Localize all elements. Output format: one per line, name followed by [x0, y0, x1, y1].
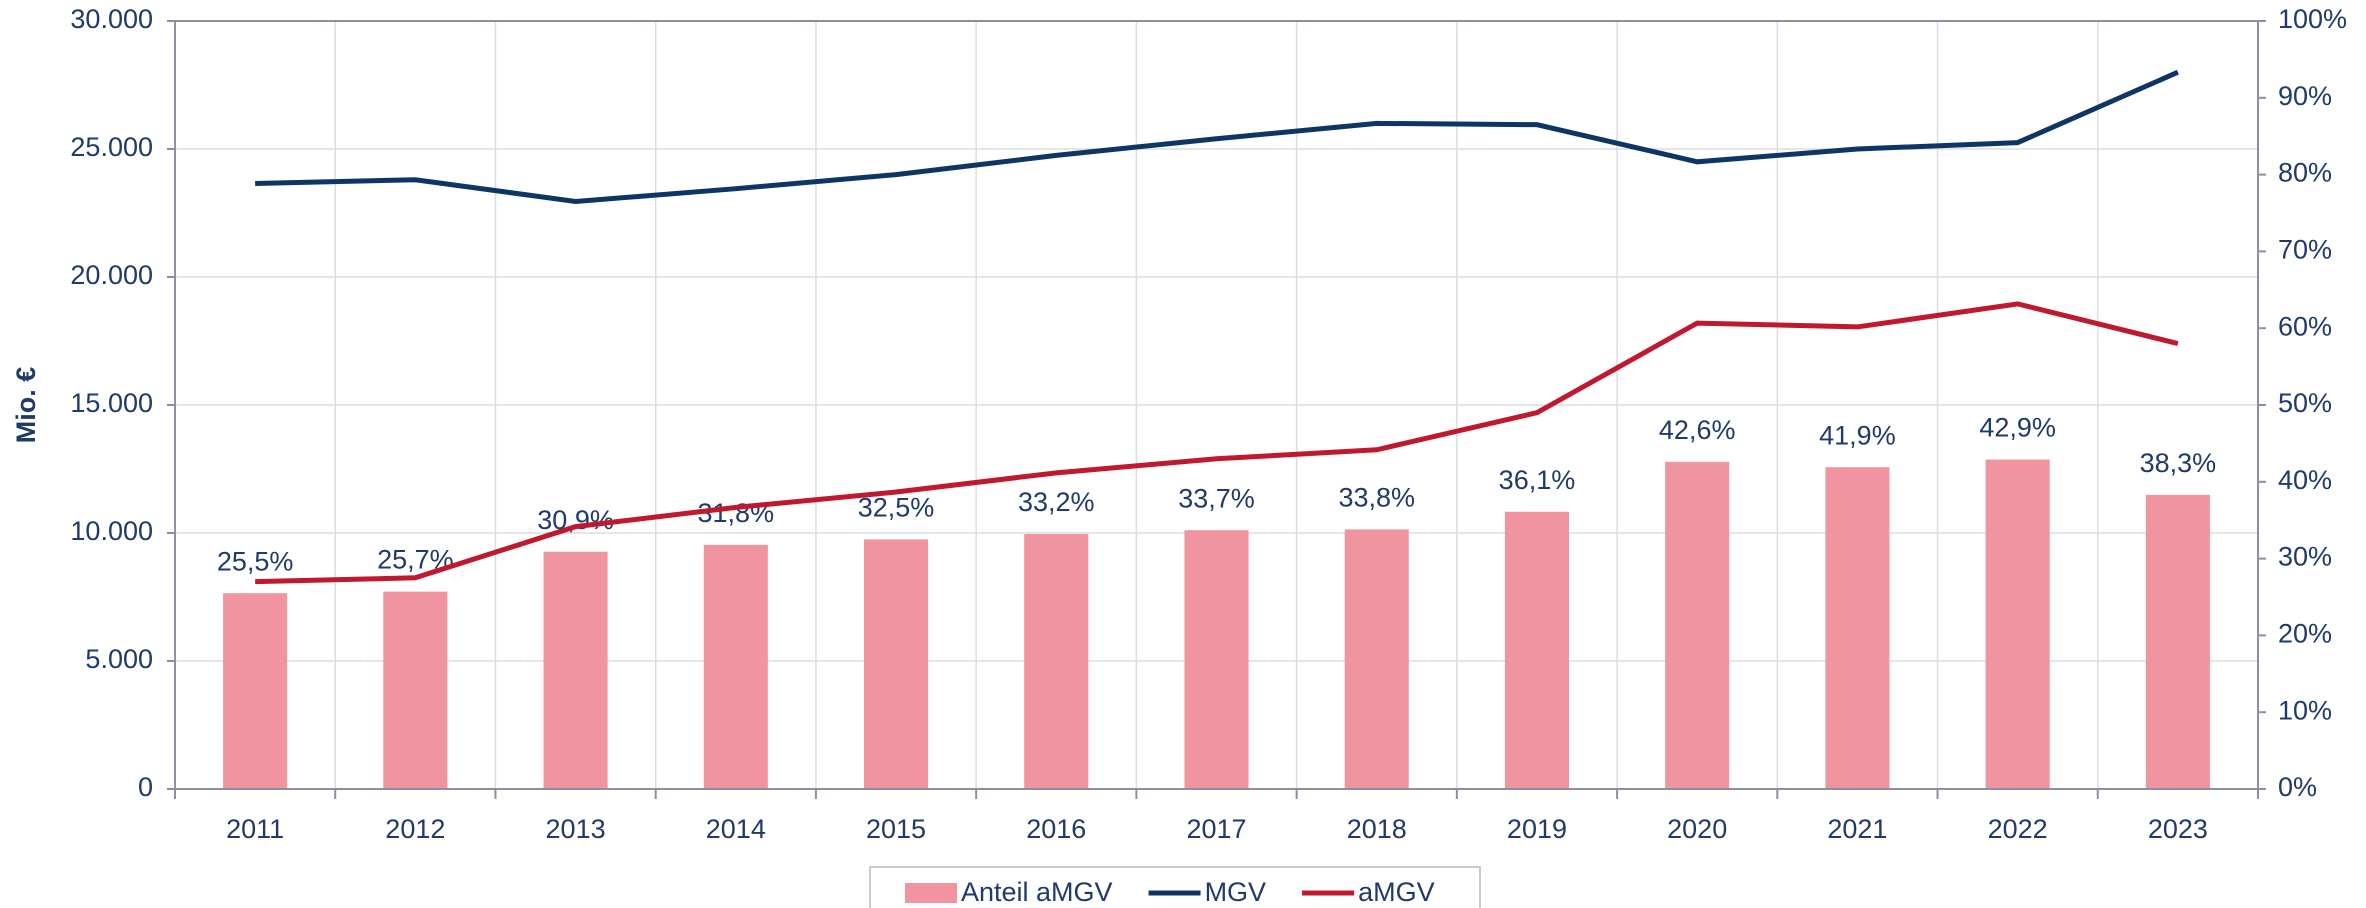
data-label: 38,3%	[2140, 448, 2217, 478]
data-label: 30,9%	[537, 505, 614, 535]
data-label: 42,6%	[1659, 415, 1736, 445]
y2-tick-label: 100%	[2278, 4, 2347, 34]
bar	[703, 544, 768, 789]
x-tick-label: 2020	[1667, 814, 1727, 844]
legend-box	[869, 866, 1481, 908]
x-tick-label: 2013	[546, 814, 606, 844]
x-tick-label: 2023	[2148, 814, 2208, 844]
y2-tick-label: 70%	[2278, 235, 2332, 265]
y-tick-label: 5.000	[85, 644, 153, 674]
x-tick-label: 2021	[1827, 814, 1887, 844]
x-tick-label: 2012	[385, 814, 445, 844]
y2-tick-label: 40%	[2278, 465, 2332, 495]
x-tick-label: 2017	[1186, 814, 1246, 844]
y2-tick-label: 30%	[2278, 542, 2332, 572]
y2-tick-label: 0%	[2278, 772, 2317, 802]
x-tick-label: 2016	[1026, 814, 1086, 844]
data-label: 25,5%	[217, 546, 294, 576]
data-label: 32,5%	[858, 493, 935, 523]
bar	[543, 551, 608, 789]
bar	[2145, 494, 2210, 789]
legend: Anteil aMGV MGV aMGV	[869, 866, 1481, 908]
x-tick-label: 2014	[706, 814, 766, 844]
bar	[1024, 534, 1089, 789]
bar	[1825, 467, 1890, 789]
y2-tick-label: 10%	[2278, 695, 2332, 725]
y2-tick-label: 80%	[2278, 158, 2332, 188]
y-axis-title: Mio. €	[11, 367, 41, 444]
x-tick-label: 2018	[1347, 814, 1407, 844]
y-tick-label: 30.000	[70, 4, 153, 34]
y-tick-label: 0	[138, 772, 153, 802]
y-tick-label: 25.000	[70, 132, 153, 162]
data-label: 33,2%	[1018, 487, 1095, 517]
bar	[1504, 511, 1570, 789]
data-label: 36,1%	[1499, 465, 1576, 495]
bar	[1985, 459, 2050, 789]
y-tick-label: 20.000	[70, 260, 153, 290]
bar	[223, 593, 288, 789]
y2-tick-label: 50%	[2278, 388, 2332, 418]
x-tick-label: 2011	[226, 814, 284, 844]
bar	[863, 539, 929, 789]
y-tick-label: 15.000	[70, 388, 153, 418]
line	[255, 301, 2179, 585]
y-tick-label: 10.000	[70, 516, 153, 546]
line	[255, 69, 2179, 204]
data-label: 33,7%	[1178, 483, 1255, 513]
bar	[383, 591, 448, 789]
legend-label: aMGV	[1358, 877, 1435, 907]
bar	[1344, 529, 1409, 789]
bar	[1665, 461, 1730, 789]
x-tick-label: 2022	[1988, 814, 2048, 844]
y2-tick-label: 20%	[2278, 619, 2332, 649]
bar	[1184, 530, 1249, 789]
y2-tick-label: 60%	[2278, 311, 2332, 341]
data-label: 42,9%	[1979, 413, 2056, 443]
data-label: 41,9%	[1819, 420, 1896, 450]
legend-label: MGV	[1205, 877, 1267, 907]
y2-tick-label: 90%	[2278, 81, 2332, 111]
x-tick-label: 2015	[866, 814, 926, 844]
legend-label: Anteil aMGV	[961, 877, 1113, 907]
legend-swatch	[905, 883, 957, 903]
data-label: 33,8%	[1338, 483, 1415, 513]
x-tick-label: 2019	[1507, 814, 1567, 844]
